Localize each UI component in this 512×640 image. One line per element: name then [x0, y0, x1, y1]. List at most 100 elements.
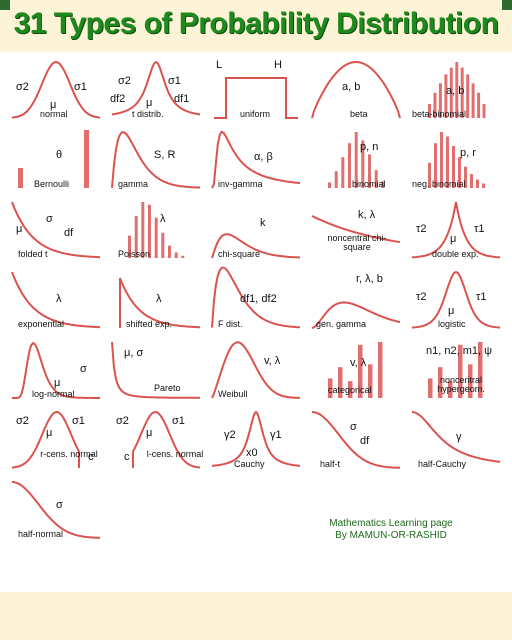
parameter-label: a, b [446, 86, 464, 97]
distribution-name: Bernoulli [34, 180, 69, 189]
parameter-label: df2 [110, 94, 125, 105]
distribution-name: half-t [320, 460, 340, 469]
parameter-label: df [360, 436, 369, 447]
probability-bar [482, 184, 485, 189]
distribution-cell: logistic τ2 μ τ1 [410, 264, 502, 330]
distribution-name: l-cens. normal [140, 450, 210, 459]
corner-mark-right [502, 0, 512, 10]
parameter-label: μ [46, 428, 52, 439]
parameter-label: σ [350, 422, 357, 433]
distribution-name: inv-gamma [218, 180, 263, 189]
distribution-cell: neg. binomial p, r [410, 124, 502, 190]
parameter-label: α, β [254, 152, 273, 163]
parameter-label: λ [156, 294, 162, 305]
parameter-label: p, n [360, 142, 378, 153]
probability-bar [18, 168, 23, 188]
parameter-label: df [64, 228, 73, 239]
distribution-name: half-Cauchy [418, 460, 466, 469]
distribution-cell: shifted exp. λ [110, 264, 202, 330]
distribution-cell: binomial p, n [310, 124, 402, 190]
distribution-name: uniform [240, 110, 270, 119]
parameter-label: μ [450, 234, 456, 245]
distribution-name: exponential [18, 320, 64, 329]
probability-bar [477, 93, 480, 118]
probability-bar [168, 246, 171, 258]
parameter-label: τ2 [416, 224, 426, 235]
distribution-cell: r-cens. normal σ2 μ σ1 c [10, 404, 102, 470]
parameter-label: a, b [342, 82, 360, 93]
distribution-cell: t distrib. σ2 σ1 df2 μ df1 [110, 54, 202, 120]
distribution-name: neg. binomial [412, 180, 466, 189]
distribution-panel: normal σ2 μ σ1 t distrib. σ2 σ1 df2 μ df1 uniform L… [0, 52, 512, 592]
parameter-label: μ [146, 428, 152, 439]
parameter-label: σ2 [16, 416, 29, 427]
parameter-label: σ [56, 500, 63, 511]
parameter-label: σ2 [16, 82, 29, 93]
distribution-name: folded t [18, 250, 48, 259]
parameter-label: μ [54, 378, 60, 389]
distribution-name: half-normal [18, 530, 63, 539]
distribution-cell: log-normal μ σ [10, 334, 102, 400]
parameter-label: r, λ, b [356, 274, 383, 285]
parameter-label: μ [50, 100, 56, 111]
distribution-name: gen. gamma [316, 320, 366, 329]
parameter-label: n1, n2, m1, ψ [426, 346, 492, 357]
parameter-label: k, λ [358, 210, 375, 221]
distribution-cell: exponential λ [10, 264, 102, 330]
distribution-name: noncentral chi-square [322, 234, 392, 253]
distribution-cell: gen. gamma r, λ, b [310, 264, 402, 330]
parameter-label: c [124, 452, 130, 463]
distribution-cell: normal σ2 μ σ1 [10, 54, 102, 120]
distribution-name: Pareto [154, 384, 181, 393]
distribution-cell: half-normal σ [10, 474, 102, 540]
parameter-label: σ1 [72, 416, 85, 427]
distribution-name: logistic [438, 320, 466, 329]
distribution-name: Weibull [218, 390, 247, 399]
parameter-label: μ [16, 224, 22, 235]
credit-line-1: Mathematics Learning page [296, 519, 486, 529]
distribution-name: shifted exp. [126, 320, 172, 329]
probability-bar [483, 104, 486, 118]
distribution-name: double exp. [432, 250, 479, 259]
distribution-cell: Pareto μ, σ [110, 334, 202, 400]
probability-bar [348, 143, 351, 188]
parameter-label: k [260, 218, 266, 229]
probability-bar [155, 218, 158, 258]
distribution-name: normal [40, 110, 68, 119]
parameter-label: σ1 [168, 76, 181, 87]
distribution-cell: Cauchy γ2 γ1 x0 [210, 404, 302, 470]
distribution-name: binomial [352, 180, 386, 189]
probability-bar [470, 174, 473, 188]
distribution-name: Cauchy [234, 460, 265, 469]
distribution-name: Poisson [118, 250, 150, 259]
parameter-label: σ2 [118, 76, 131, 87]
distribution-cell: categorical v, λ [310, 334, 402, 400]
parameter-label: p, r [460, 148, 476, 159]
probability-bar [161, 233, 164, 258]
parameter-label: μ [448, 306, 454, 317]
parameter-label: σ [80, 364, 87, 375]
probability-bar [175, 252, 178, 258]
distribution-name: gamma [118, 180, 148, 189]
parameter-label: df1, df2 [240, 294, 277, 305]
distribution-cell: beta-binomial a, b [410, 54, 502, 120]
distribution-cell: half-Cauchy γ [410, 404, 502, 470]
distribution-name: chi-square [218, 250, 260, 259]
parameter-label: γ [456, 432, 462, 443]
parameter-label: σ1 [172, 416, 185, 427]
parameter-label: μ, σ [124, 348, 143, 359]
parameter-label: μ [146, 98, 152, 109]
probability-bar [84, 130, 89, 188]
parameter-label: θ [56, 150, 62, 161]
parameter-label: H [274, 60, 282, 71]
corner-mark-left [0, 0, 10, 10]
parameter-label: v, λ [264, 356, 280, 367]
distribution-cell: inv-gamma α, β [210, 124, 302, 190]
parameter-label: c [88, 452, 94, 463]
distribution-name: categorical [328, 386, 372, 395]
parameter-label: λ [56, 294, 62, 305]
footer-strip [0, 592, 512, 640]
parameter-label: σ2 [116, 416, 129, 427]
parameter-label: τ1 [476, 292, 486, 303]
parameter-label: σ1 [74, 82, 87, 93]
